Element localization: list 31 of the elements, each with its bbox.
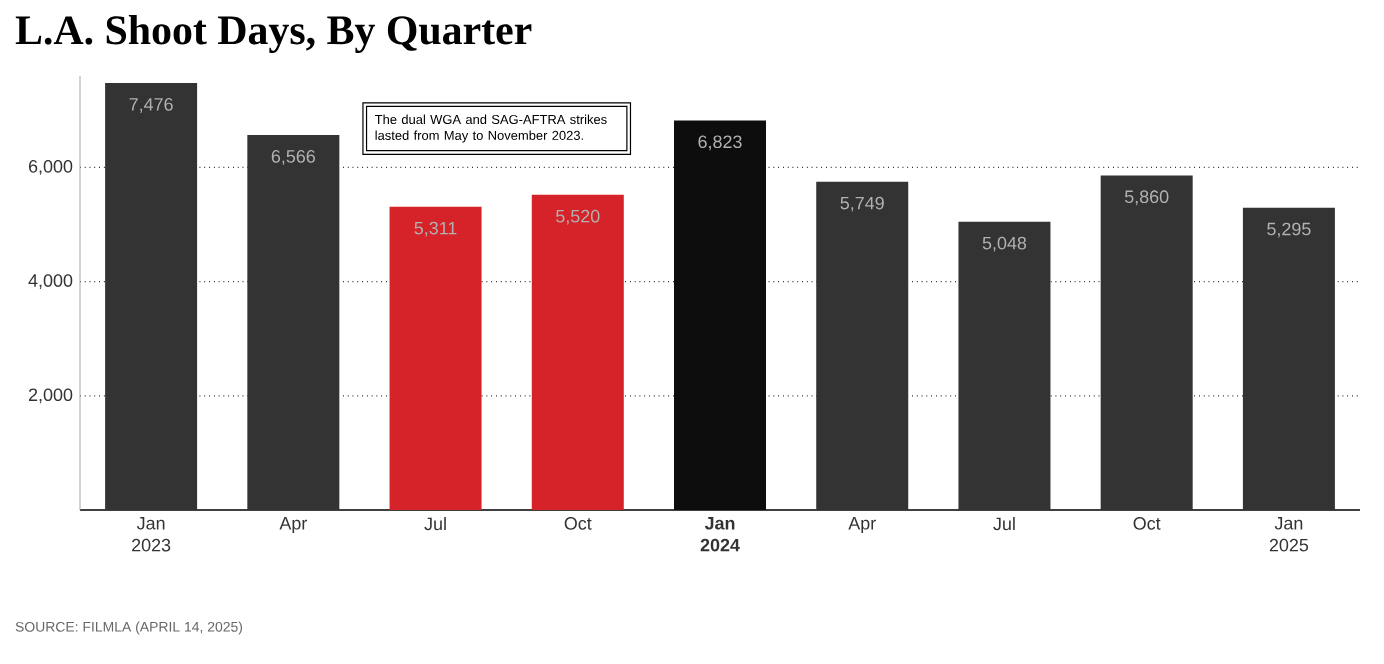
bar xyxy=(958,221,1051,511)
x-tick-label: Oct xyxy=(1133,517,1161,530)
chart-title: L.A. Shoot Days, By Quarter xyxy=(15,14,532,54)
bar xyxy=(1100,175,1193,511)
x-tick-label: Oct xyxy=(564,517,592,530)
y-tick-label: 2,000 xyxy=(28,388,73,404)
x-tick-label: Jul xyxy=(993,517,1015,531)
bar xyxy=(389,206,482,511)
x-tick-label: Apr xyxy=(848,517,876,534)
data-label: 5,048 xyxy=(982,236,1027,252)
data-label: 5,520 xyxy=(556,209,600,225)
bar xyxy=(531,194,624,511)
data-label: 7,476 xyxy=(129,98,173,113)
x-tick-label: Apr xyxy=(279,517,307,534)
y-tick-label: 4,000 xyxy=(28,274,73,289)
x-tick-label: Jan 2025 xyxy=(1269,517,1309,552)
x-tick-label: Jul xyxy=(424,517,446,531)
bar xyxy=(674,120,767,511)
x-tick-label: Jan 2023 xyxy=(132,517,171,552)
bar xyxy=(247,135,340,511)
data-label: 6,823 xyxy=(698,135,742,151)
data-label: 5,311 xyxy=(414,221,457,237)
bar xyxy=(816,181,909,511)
y-tick-label: 6,000 xyxy=(28,159,73,175)
x-tick-label: Jan 2024 xyxy=(700,517,740,552)
bar xyxy=(1242,207,1335,511)
data-label: 5,295 xyxy=(1267,222,1311,238)
bar xyxy=(105,83,198,511)
data-label: 5,860 xyxy=(1124,190,1169,206)
data-label: 6,566 xyxy=(271,150,315,165)
data-label: 5,749 xyxy=(840,196,884,212)
